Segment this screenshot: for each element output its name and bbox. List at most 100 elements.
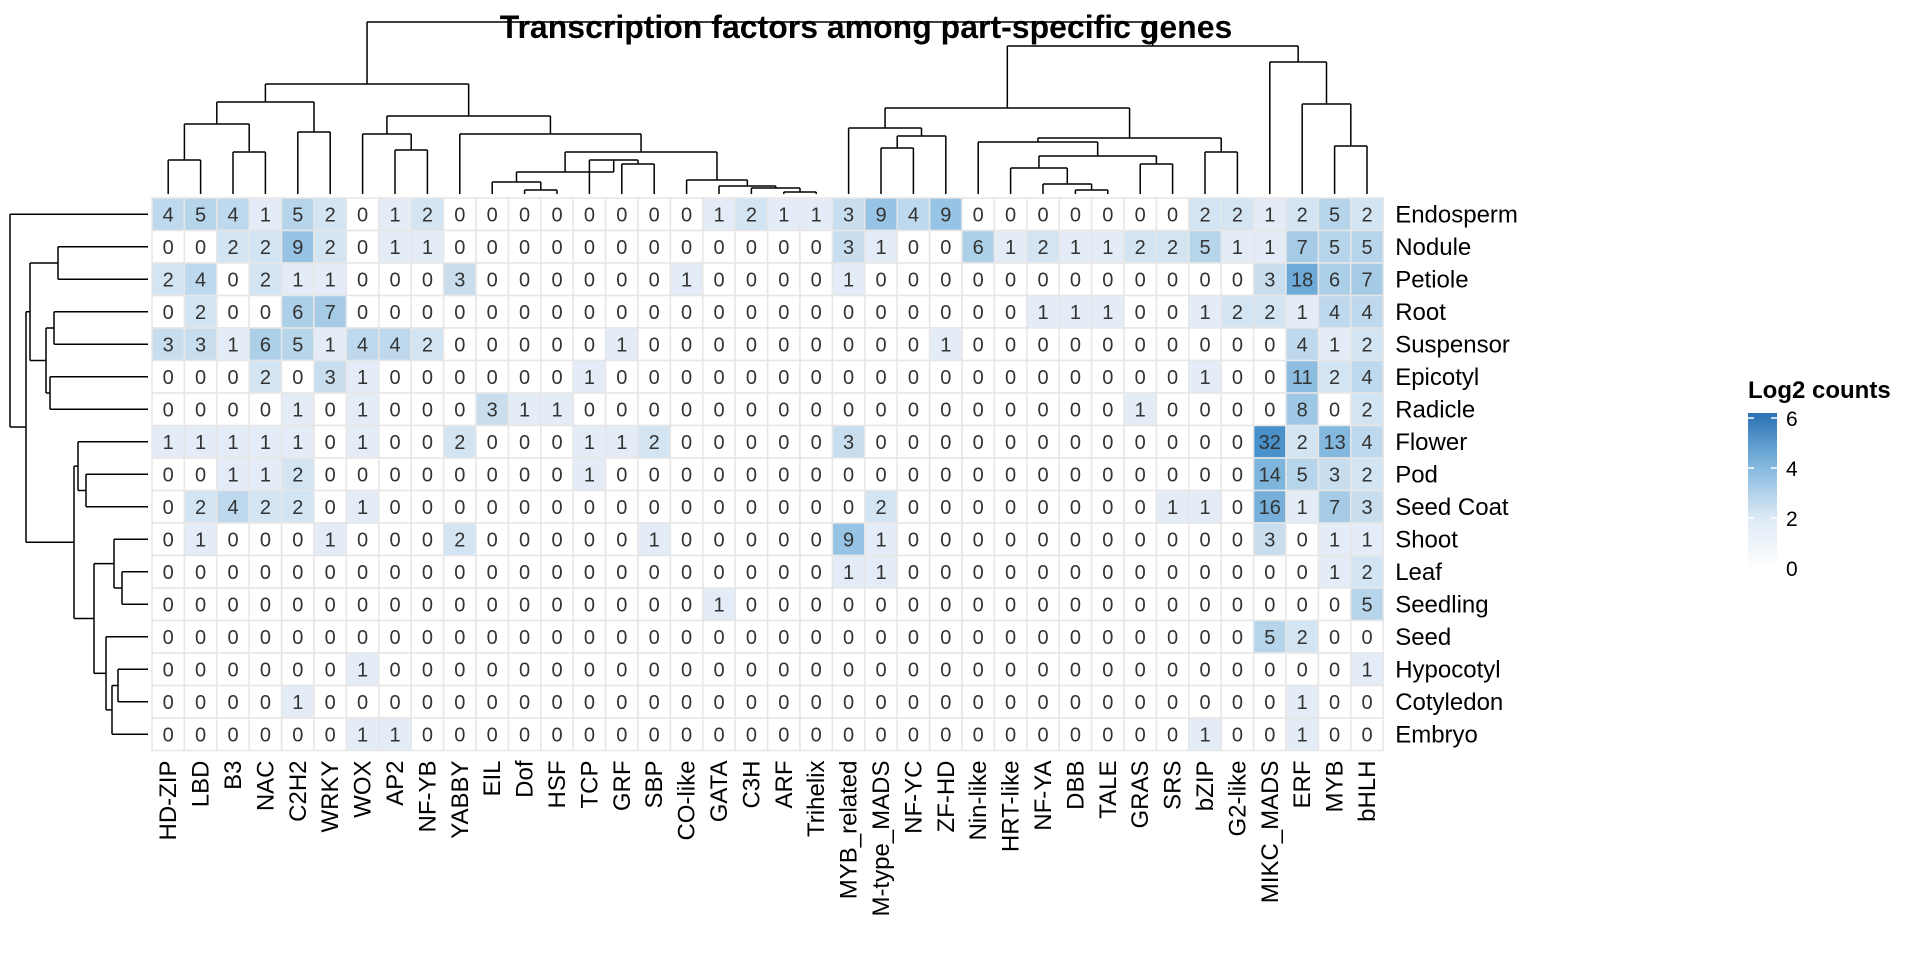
- cell-value-label: 0: [973, 659, 984, 681]
- row-label: Radicle: [1395, 396, 1475, 423]
- heatmap-cell: [799, 262, 834, 297]
- column-label: GRAS: [1127, 761, 1154, 829]
- heatmap-cell: [475, 684, 510, 719]
- cell-value-label: 0: [195, 692, 206, 714]
- heatmap-cell: [1155, 489, 1190, 524]
- heatmap-cell: [1123, 392, 1158, 427]
- cell-value-label: 6: [1329, 269, 1340, 291]
- cell-value-label: 3: [454, 269, 465, 291]
- cell-value-label: 0: [422, 497, 433, 519]
- heatmap-cell: [1285, 424, 1320, 459]
- cell-value-label: 0: [584, 659, 595, 681]
- cell-value-label: 0: [875, 724, 886, 746]
- heatmap-cell: [1252, 522, 1287, 557]
- heatmap-cell: [766, 327, 801, 362]
- cell-value-label: 9: [292, 237, 303, 259]
- heatmap-cell: [183, 522, 218, 557]
- cell-value-label: 0: [389, 659, 400, 681]
- heatmap-cell: [766, 424, 801, 459]
- cell-value-label: 0: [389, 302, 400, 324]
- heatmap-cell: [1220, 554, 1255, 589]
- heatmap-cells: 4 5 4 1 5 2 0 1 2 0 0 0 0 0 0 0 0 1 2 1 1 3 9 4 9 0 0 0 0 0 0 0 2 2 1 2 5 20 0…: [151, 197, 1384, 752]
- heatmap-cell: [702, 652, 736, 687]
- heatmap-cell: [1285, 717, 1320, 752]
- cell-value-label: 0: [1135, 594, 1146, 616]
- cell-value-label: 1: [1070, 302, 1081, 324]
- cell-value-label: 1: [1329, 529, 1340, 551]
- cell-value-label: 0: [616, 204, 627, 226]
- cell-value-label: 0: [1135, 497, 1146, 519]
- cell-value-label: 0: [1005, 432, 1016, 454]
- row-label: Embryo: [1395, 721, 1478, 748]
- cell-value-label: 0: [616, 529, 627, 551]
- cell-value-label: 0: [1232, 562, 1243, 584]
- cell-value-label: 0: [746, 269, 757, 291]
- cell-value-label: 0: [1199, 464, 1210, 486]
- cell-value-label: 3: [325, 367, 336, 389]
- cell-value-label: 0: [325, 724, 336, 746]
- cell-value-label: 6: [292, 302, 303, 324]
- heatmap-cell: [831, 684, 866, 719]
- cell-value-label: 0: [1070, 204, 1081, 226]
- heatmap-cell: [702, 489, 736, 524]
- legend-color-bar: [1748, 413, 1777, 568]
- cell-value-label: 2: [1297, 204, 1308, 226]
- cell-value-label: 3: [843, 237, 854, 259]
- cell-value-label: 5: [1199, 237, 1210, 259]
- cell-value-label: 1: [551, 399, 562, 421]
- heatmap-cell: [928, 684, 963, 719]
- column-label: NF-YC: [900, 761, 927, 834]
- cell-value-label: 0: [1005, 302, 1016, 324]
- cell-value-label: 0: [1102, 594, 1113, 616]
- heatmap-cell: [637, 619, 672, 654]
- cell-value-label: 0: [195, 627, 206, 649]
- cell-value-label: 0: [519, 237, 530, 259]
- heatmap-cell: [216, 294, 250, 329]
- heatmap-cell: [1026, 717, 1060, 752]
- heatmap-cell: [702, 457, 736, 492]
- cell-value-label: 0: [616, 594, 627, 616]
- cell-value-label: 0: [1102, 432, 1113, 454]
- cell-value-label: 0: [357, 204, 368, 226]
- cell-value-label: 0: [584, 269, 595, 291]
- cell-value-label: 0: [1135, 659, 1146, 681]
- column-label: MIKC_MADS: [1257, 761, 1284, 904]
- cell-value-label: 0: [649, 399, 660, 421]
- heatmap-cell: [410, 652, 445, 687]
- heatmap-cell: [896, 359, 931, 394]
- cell-value-label: 0: [1232, 367, 1243, 389]
- heatmap-cell: [378, 197, 412, 232]
- cell-value-label: 0: [1070, 497, 1081, 519]
- cell-value-label: 3: [1329, 464, 1340, 486]
- column-label: HRT-like: [998, 761, 1025, 853]
- cell-value-label: 0: [1005, 594, 1016, 616]
- heatmap-cell: [669, 294, 704, 329]
- cell-value-label: 0: [195, 367, 206, 389]
- heatmap-cell: [1155, 262, 1190, 297]
- cell-value-label: 2: [454, 432, 465, 454]
- heatmap-cell: [572, 424, 607, 459]
- cell-value-label: 3: [843, 204, 854, 226]
- column-label: WOX: [350, 761, 377, 818]
- cell-value-label: 0: [940, 367, 951, 389]
- heatmap-cell: [1317, 262, 1352, 297]
- cell-value-label: 6: [260, 334, 271, 356]
- cell-value-label: 0: [389, 627, 400, 649]
- cell-value-label: 0: [843, 367, 854, 389]
- cell-value-label: 0: [1167, 269, 1178, 291]
- cell-value-label: 0: [1102, 724, 1113, 746]
- cell-value-label: 0: [681, 464, 692, 486]
- heatmap-cell: [572, 327, 607, 362]
- cell-value-label: 0: [1102, 269, 1113, 291]
- column-label: YABBY: [447, 761, 474, 839]
- cell-value-label: 0: [163, 529, 174, 551]
- heatmap-cell: [669, 457, 704, 492]
- cell-value-label: 1: [163, 432, 174, 454]
- cell-value-label: 1: [195, 529, 206, 551]
- cell-value-label: 0: [357, 464, 368, 486]
- heatmap-cell: [1090, 424, 1125, 459]
- cell-value-label: 0: [713, 659, 724, 681]
- cell-value-label: 0: [973, 562, 984, 584]
- heatmap-cell: [702, 684, 736, 719]
- cell-value-label: 16: [1259, 497, 1281, 519]
